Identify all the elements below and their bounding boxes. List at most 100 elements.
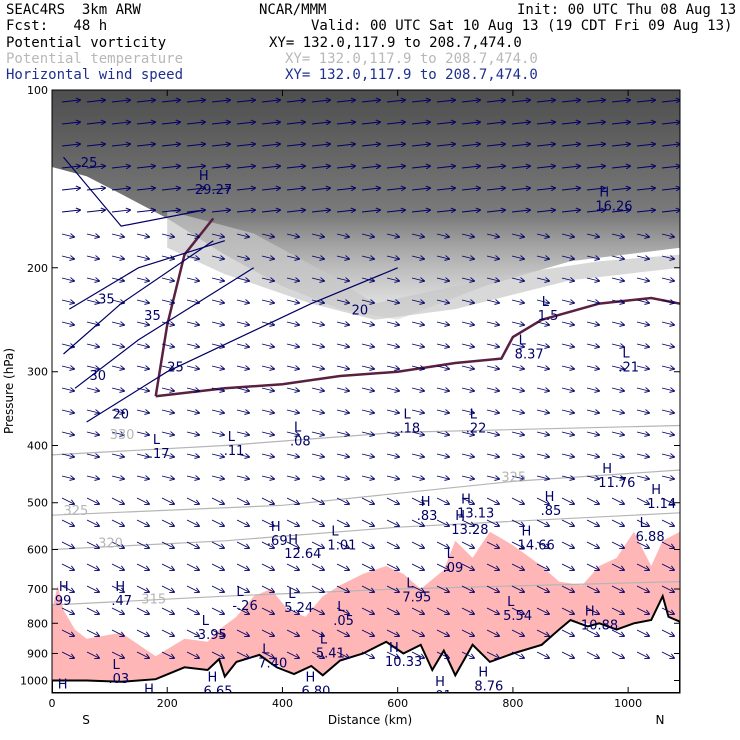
wind-vector bbox=[286, 100, 305, 102]
wind-vector bbox=[436, 585, 449, 592]
wind-vector bbox=[361, 651, 374, 658]
wind-vector bbox=[661, 234, 674, 237]
wind-vector bbox=[561, 519, 574, 526]
wind-vector bbox=[586, 166, 605, 168]
wind-vector bbox=[311, 541, 324, 548]
wind-vector bbox=[636, 607, 649, 614]
wind-vector bbox=[61, 629, 74, 636]
wind-vector bbox=[236, 541, 249, 548]
wind-vector bbox=[536, 585, 549, 592]
wind-vector bbox=[336, 234, 349, 237]
wind-vector bbox=[436, 188, 455, 190]
wind-vector bbox=[186, 519, 199, 526]
wind-vector bbox=[386, 210, 405, 212]
wind-vector bbox=[611, 563, 624, 570]
extremum-value: 6.88 bbox=[636, 530, 665, 545]
wind-vector bbox=[586, 388, 599, 391]
wind-vector bbox=[311, 188, 330, 190]
wind-vector bbox=[361, 519, 374, 526]
wind-vector bbox=[386, 651, 399, 658]
wind-vector bbox=[186, 322, 199, 325]
wind-vector bbox=[361, 210, 380, 212]
wind-vector bbox=[536, 607, 549, 614]
wind-vector bbox=[586, 541, 599, 548]
wind-vector bbox=[661, 651, 674, 658]
wind-vector bbox=[186, 432, 199, 435]
wind-vector bbox=[86, 322, 99, 325]
wind-vector bbox=[286, 454, 299, 457]
wind-vector bbox=[111, 454, 124, 457]
extremum-value: .83 bbox=[417, 509, 438, 524]
wind-vector bbox=[636, 188, 655, 190]
wind-vector bbox=[361, 366, 374, 369]
wind-vector bbox=[136, 166, 155, 168]
wind-vector bbox=[586, 300, 599, 303]
wind-vector bbox=[86, 388, 99, 391]
extremum-value: 1.5 bbox=[538, 309, 559, 324]
wind-vector bbox=[136, 497, 149, 504]
wind-vector bbox=[636, 563, 649, 570]
wind-speed-label: 20 bbox=[112, 407, 129, 422]
wind-vector bbox=[211, 256, 224, 259]
wind-vector bbox=[636, 432, 649, 435]
wind-vector bbox=[436, 122, 455, 124]
extremum-type: H bbox=[455, 509, 465, 524]
wind-vector bbox=[311, 300, 324, 303]
wind-vector bbox=[436, 432, 449, 435]
wind-vector bbox=[261, 432, 274, 435]
wind-vector bbox=[611, 629, 624, 636]
wind-vector bbox=[111, 541, 124, 548]
wind-vector bbox=[386, 166, 405, 168]
wind-vector bbox=[536, 651, 549, 658]
wind-vector bbox=[511, 188, 530, 190]
wind-vector bbox=[186, 629, 199, 636]
extremum-value: 1.14 bbox=[647, 497, 676, 512]
extremum-value: .21 bbox=[618, 361, 639, 376]
wind-vector bbox=[486, 388, 499, 391]
wind-vector bbox=[411, 563, 424, 570]
wind-vector bbox=[411, 541, 424, 548]
wind-vector bbox=[61, 366, 74, 369]
wind-vector bbox=[86, 497, 99, 504]
wind-vector bbox=[86, 278, 99, 281]
wind-vector bbox=[636, 366, 649, 369]
wind-vector bbox=[486, 585, 499, 592]
wind-vector bbox=[361, 410, 374, 413]
wind-vector bbox=[611, 607, 624, 614]
wind-vector bbox=[161, 322, 174, 325]
wind-vector bbox=[336, 497, 349, 504]
extremum-type: L bbox=[202, 614, 210, 629]
wind-vector bbox=[386, 388, 399, 391]
wind-vector bbox=[536, 563, 549, 570]
wind-vector bbox=[211, 188, 230, 190]
wind-vector bbox=[511, 476, 524, 479]
wind-vector bbox=[536, 541, 549, 548]
wind-vector bbox=[511, 563, 524, 570]
wind-vector bbox=[636, 410, 649, 413]
wind-vector bbox=[361, 166, 380, 168]
extremum-value: 6.65 bbox=[204, 684, 233, 699]
wind-vector bbox=[136, 388, 149, 391]
extremum-value: 8.37 bbox=[515, 348, 544, 363]
wind-vector bbox=[86, 210, 105, 212]
wind-vector bbox=[661, 541, 674, 548]
wind-vector bbox=[311, 629, 324, 636]
wind-vector bbox=[111, 234, 124, 237]
model-name: SEAC4RS 3km ARW bbox=[6, 2, 141, 18]
wind-vector bbox=[611, 388, 624, 391]
wind-vector bbox=[511, 432, 524, 435]
wind-vector bbox=[336, 322, 349, 325]
wind-vector bbox=[236, 166, 255, 168]
wind-vector bbox=[586, 188, 605, 190]
wind-vector bbox=[561, 476, 574, 479]
wind-vector bbox=[311, 210, 330, 212]
wind-vector bbox=[486, 278, 499, 281]
wind-vector bbox=[161, 344, 174, 347]
wind-vector bbox=[311, 563, 324, 570]
wind-vector bbox=[236, 585, 249, 592]
x-axis-label: Distance (km) bbox=[328, 713, 412, 727]
wind-speed-label: 35 bbox=[98, 293, 115, 308]
extremum-type: H bbox=[115, 580, 125, 595]
wind-vector bbox=[561, 256, 574, 259]
